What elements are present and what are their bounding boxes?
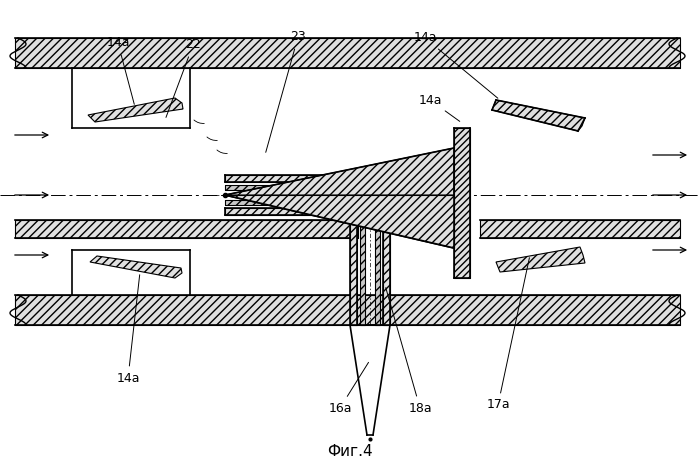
Polygon shape <box>225 185 370 190</box>
Polygon shape <box>15 220 358 238</box>
Polygon shape <box>225 195 454 248</box>
Polygon shape <box>492 100 585 131</box>
Polygon shape <box>15 295 680 325</box>
Polygon shape <box>225 200 370 205</box>
Polygon shape <box>454 128 470 278</box>
Polygon shape <box>350 215 357 325</box>
Polygon shape <box>225 175 370 182</box>
Polygon shape <box>15 38 680 68</box>
Text: 23: 23 <box>266 30 306 152</box>
Polygon shape <box>360 205 365 325</box>
Polygon shape <box>383 175 390 325</box>
Text: 22: 22 <box>166 38 201 117</box>
Text: 14а: 14а <box>418 94 460 122</box>
Text: 17а: 17а <box>487 258 529 412</box>
Text: 14а: 14а <box>116 275 140 385</box>
Text: Фиг.4: Фиг.4 <box>327 445 373 459</box>
Text: 14а: 14а <box>413 32 498 98</box>
Polygon shape <box>480 220 680 238</box>
Polygon shape <box>90 256 182 278</box>
Polygon shape <box>225 208 370 215</box>
Polygon shape <box>375 185 380 325</box>
Polygon shape <box>225 148 454 195</box>
Text: 18а: 18а <box>386 288 432 414</box>
Polygon shape <box>88 98 183 122</box>
Polygon shape <box>496 247 585 272</box>
Text: 14а: 14а <box>106 36 134 105</box>
Text: 16а: 16а <box>329 362 368 414</box>
